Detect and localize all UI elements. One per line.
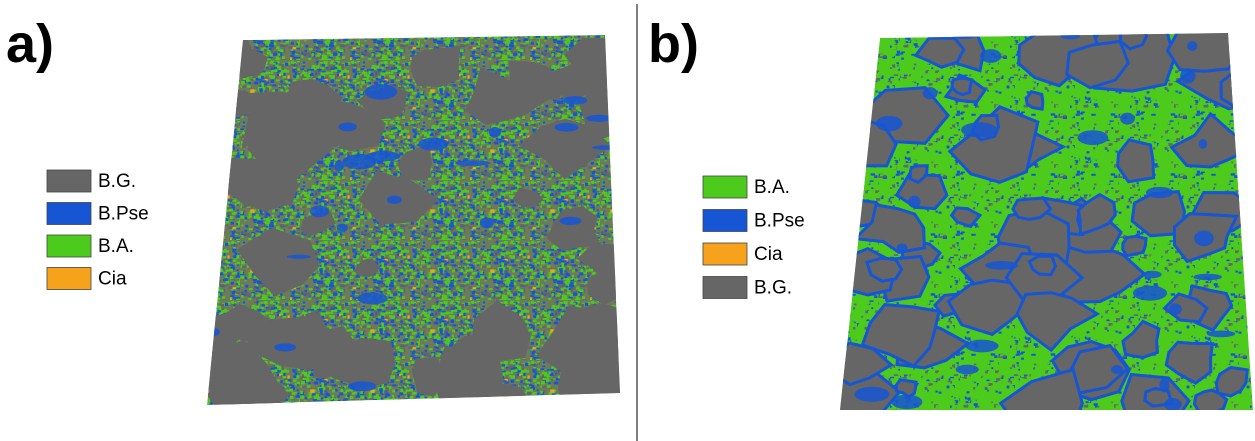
pore: [1199, 139, 1208, 149]
panel-label: a): [6, 14, 54, 74]
pore: [560, 217, 582, 225]
pore: [891, 395, 922, 410]
legend-swatch: [703, 176, 747, 198]
pore: [1207, 330, 1235, 337]
pore: [1194, 231, 1214, 247]
pore: [1133, 286, 1167, 301]
grain: [952, 78, 972, 95]
pore: [961, 122, 997, 137]
legend-text: Cia: [98, 269, 127, 290]
legend-swatch: [703, 210, 747, 232]
legend-swatch: [47, 170, 91, 192]
pore: [358, 293, 388, 305]
pore: [208, 53, 230, 67]
pore: [952, 31, 978, 39]
pore: [1077, 130, 1108, 145]
legend-text: B.A.: [754, 177, 790, 198]
legend-swatch: [47, 235, 91, 257]
pore: [1143, 271, 1162, 278]
legend-swatch: [47, 203, 91, 225]
pore: [1193, 274, 1222, 280]
pore: [348, 381, 376, 391]
figure: a) b) B.G. B.Pse B.A. Cia B.A. B.Pse Cia B.G.: [0, 0, 1255, 441]
pore: [876, 116, 903, 131]
grain: [1121, 25, 1147, 49]
pore: [592, 145, 620, 150]
pore: [980, 49, 1001, 63]
pore: [455, 160, 490, 166]
legend-swatch: [703, 277, 747, 299]
pore: [965, 340, 998, 353]
grain: [1168, 19, 1243, 71]
grain: [434, 346, 504, 418]
pore: [334, 161, 344, 172]
pore: [956, 365, 979, 375]
pore: [365, 84, 398, 100]
pore: [1180, 68, 1195, 83]
grain: [1118, 140, 1154, 182]
pore: [342, 154, 376, 169]
pore: [985, 261, 1018, 270]
legend-text: B.G.: [754, 278, 792, 299]
pore: [489, 127, 501, 137]
pore: [1159, 378, 1169, 392]
pore: [586, 115, 612, 122]
pore: [338, 122, 356, 131]
pore: [908, 196, 920, 209]
pore: [854, 387, 889, 402]
legend-swatch: [47, 268, 91, 290]
pore: [923, 87, 938, 99]
pore: [554, 123, 578, 132]
pore: [562, 96, 587, 105]
pore: [274, 343, 296, 351]
pore: [1060, 33, 1080, 39]
pore: [1146, 187, 1174, 198]
pore: [201, 327, 220, 336]
pore: [387, 196, 402, 204]
pore: [418, 138, 448, 151]
pore: [1169, 303, 1182, 315]
micrograph: [189, 34, 648, 424]
pore: [1120, 113, 1135, 125]
pore: [838, 238, 850, 244]
legend-text: B.A.: [98, 236, 134, 257]
pore: [854, 43, 868, 52]
pore: [480, 217, 494, 228]
legend-text: B.G.: [98, 171, 136, 192]
legend-text: B.Pse: [754, 211, 805, 232]
pore: [1164, 398, 1182, 411]
pore: [1111, 365, 1123, 374]
pore: [287, 255, 311, 259]
pore: [1187, 41, 1197, 51]
grain: [1026, 92, 1043, 109]
legend-text: B.Pse: [98, 204, 149, 225]
micrograph: [809, 19, 1255, 436]
grain: [201, 119, 227, 137]
legend-swatch: [703, 243, 747, 265]
panel-label: b): [648, 14, 699, 74]
pore: [897, 244, 908, 252]
legend-text: Cia: [754, 244, 783, 265]
pore: [310, 206, 329, 218]
grain: [1123, 236, 1146, 255]
pore: [337, 223, 348, 232]
